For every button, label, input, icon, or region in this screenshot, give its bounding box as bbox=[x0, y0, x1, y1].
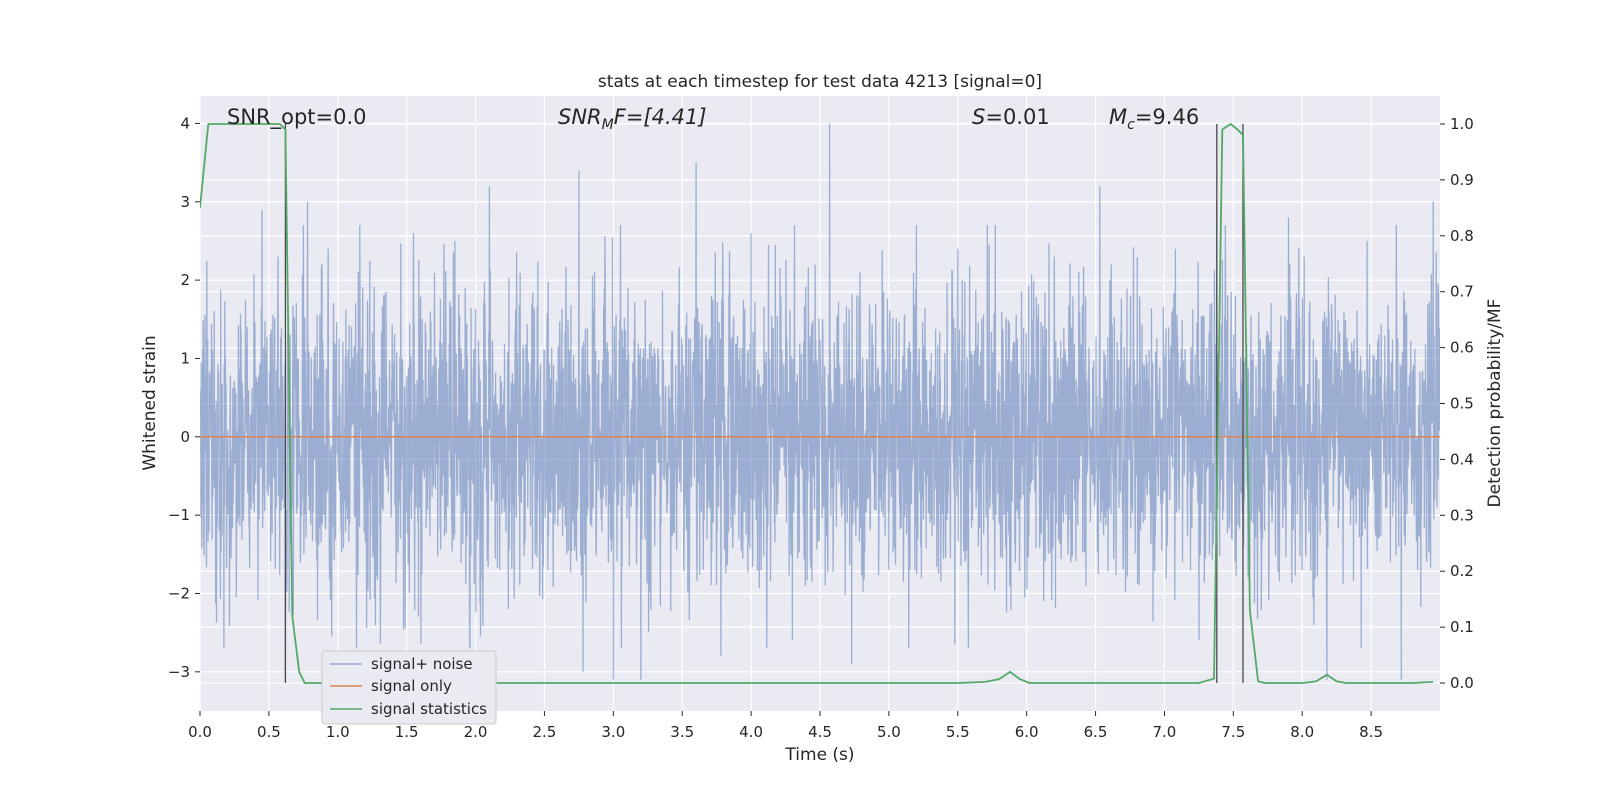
x-tick-label-15: 7.5 bbox=[1221, 723, 1245, 741]
chart-title: stats at each timestep for test data 421… bbox=[598, 72, 1042, 92]
legend-label-signal-noise: signal+ noise bbox=[371, 655, 473, 673]
x-tick-label-5: 2.5 bbox=[533, 723, 557, 741]
annotation-mc: Mc=9.46 bbox=[1109, 105, 1199, 133]
y-tick-label-1: −2 bbox=[168, 584, 190, 602]
annotation-s: S=0.01 bbox=[972, 105, 1050, 129]
x-tick-label-3: 1.5 bbox=[395, 723, 419, 741]
annotation-snr-mf: SNRMF=[4.41] bbox=[558, 105, 707, 133]
x-tick-label-10: 5.0 bbox=[877, 723, 901, 741]
y-tick-label-5: 2 bbox=[180, 271, 190, 289]
y-tick-label-4: 1 bbox=[180, 349, 190, 367]
y-tick-label-6: 3 bbox=[180, 193, 190, 211]
annotation-snr-opt: SNR_opt=0.0 bbox=[227, 105, 367, 130]
y-right-tick-label-8: 0.8 bbox=[1450, 227, 1474, 245]
y-tick-label-0: −3 bbox=[168, 663, 190, 681]
x-tick-label-7: 3.5 bbox=[670, 723, 694, 741]
y-tick-label-2: −1 bbox=[168, 506, 190, 524]
x-tick-label-11: 5.5 bbox=[946, 723, 970, 741]
y-right-tick-label-10: 1.0 bbox=[1450, 115, 1474, 133]
y-axis-label: Whitened strain bbox=[140, 335, 160, 470]
y-axis-ticks: −3 −2 −1 0 1 2 3 4 bbox=[168, 114, 200, 681]
legend-label-signal-statistics: signal statistics bbox=[371, 700, 487, 718]
x-tick-label-8: 4.0 bbox=[739, 723, 763, 741]
y-right-tick-label-6: 0.6 bbox=[1450, 339, 1474, 357]
x-axis-ticks: 0.0 0.5 1.0 1.5 2.0 2.5 3.0 3.5 4.0 4.5 5.0 5.5 6.0 6… bbox=[188, 711, 1383, 741]
y-axis-right-ticks: 0.0 0.1 0.2 0.3 0.4 0.5 0.6 0.7 0.8 0.9 1.0 bbox=[1440, 115, 1474, 692]
y-right-tick-label-3: 0.3 bbox=[1450, 506, 1474, 524]
y-right-tick-label-0: 0.0 bbox=[1450, 674, 1474, 692]
x-tick-label-4: 2.0 bbox=[464, 723, 488, 741]
y-right-tick-label-1: 0.1 bbox=[1450, 618, 1474, 636]
x-tick-label-12: 6.0 bbox=[1015, 723, 1039, 741]
x-tick-label-9: 4.5 bbox=[808, 723, 832, 741]
series-signal-noise-line bbox=[200, 123, 1440, 680]
x-tick-label-1: 0.5 bbox=[257, 723, 281, 741]
y-right-tick-label-2: 0.2 bbox=[1450, 562, 1474, 580]
series-signal-statistics-line bbox=[200, 123, 1434, 684]
y-axis-right-label: Detection probability/MF bbox=[1485, 299, 1505, 508]
legend-box bbox=[321, 650, 497, 725]
x-tick-label-14: 7.0 bbox=[1153, 723, 1177, 741]
x-tick-label-17: 8.5 bbox=[1359, 723, 1383, 741]
legend: signal+ noise signal only signal statist… bbox=[321, 650, 497, 725]
y-right-tick-label-5: 0.5 bbox=[1450, 395, 1474, 413]
y-right-tick-label-9: 0.9 bbox=[1450, 171, 1474, 189]
x-tick-label-16: 8.0 bbox=[1290, 723, 1314, 741]
annotations: SNR_opt=0.0 SNRMF=[4.41] S=0.01 Mc=9.46 bbox=[227, 105, 1199, 133]
y-tick-label-3: 0 bbox=[180, 428, 190, 446]
x-tick-label-13: 6.5 bbox=[1084, 723, 1108, 741]
y-right-tick-label-7: 0.7 bbox=[1450, 283, 1474, 301]
x-tick-label-2: 1.0 bbox=[326, 723, 350, 741]
y-right-tick-label-4: 0.4 bbox=[1450, 450, 1474, 468]
plot-lines bbox=[200, 123, 1440, 684]
x-tick-label-6: 3.0 bbox=[601, 723, 625, 741]
x-axis-label: Time (s) bbox=[784, 745, 854, 765]
x-tick-label-0: 0.0 bbox=[188, 723, 212, 741]
y-tick-label-7: 4 bbox=[180, 114, 190, 132]
legend-label-signal-only: signal only bbox=[371, 677, 452, 695]
